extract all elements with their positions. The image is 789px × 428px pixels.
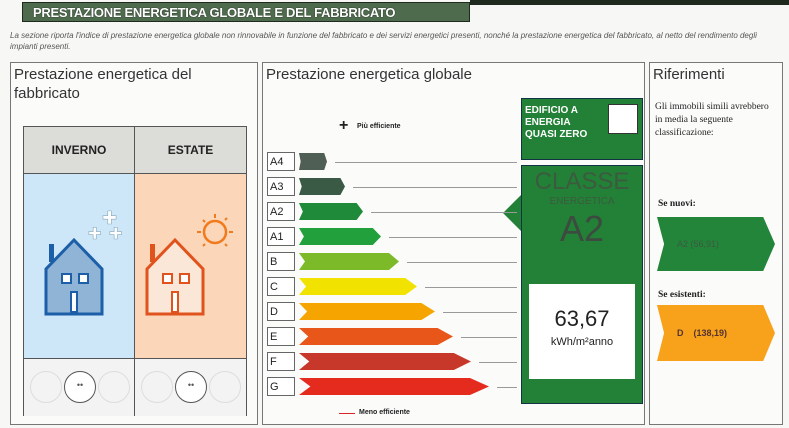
class-guide-line — [425, 287, 517, 288]
class-label-b: B — [267, 252, 295, 271]
class-bar-a1 — [299, 228, 381, 245]
index-unit: kWh/m²anno — [550, 336, 614, 348]
nzeb-checkbox — [608, 104, 638, 134]
season-table: INVERNO ESTATE ✚ ✚ ✚ — [23, 126, 247, 416]
fabbricato-panel: Prestazione energetica del fabbricato IN… — [10, 62, 258, 425]
class-guide-line — [443, 312, 517, 313]
neutral-face-icon: •• — [175, 371, 207, 403]
sad-face-icon — [98, 371, 130, 403]
header-rule — [470, 0, 789, 5]
inverno-header: INVERNO — [24, 127, 135, 174]
index-value: 63,67 — [554, 306, 610, 331]
inverno-cell: ✚ ✚ ✚ — [24, 174, 135, 358]
globale-title: Prestazione energetica globale — [266, 66, 472, 83]
nuovi-label: Se nuovi: — [658, 199, 696, 209]
class-value: A2 — [559, 208, 605, 249]
class-bar-f — [299, 353, 471, 370]
class-guide-line — [353, 187, 517, 188]
class-label-a3: A3 — [267, 177, 295, 196]
energy-class-box: CLASSE ENERGETICA A2 63,67 kWh/m²anno — [521, 165, 643, 404]
section-title: PRESTAZIONE ENERGETICA GLOBALE E DEL FAB… — [22, 2, 470, 22]
estate-header: ESTATE — [135, 127, 246, 174]
section-intro: La sezione riporta l'indice di prestazio… — [10, 31, 757, 51]
house-winter-icon: ✚ ✚ ✚ — [44, 208, 123, 316]
class-label: CLASSE — [534, 168, 630, 195]
esistenti-label: Se esistenti: — [658, 290, 706, 300]
class-pointer-arrow — [503, 195, 521, 231]
class-guide-line — [479, 362, 517, 363]
class-sub: ENERGETICA — [549, 196, 615, 207]
class-label-e: E — [267, 327, 295, 346]
riferimenti-text: Gli immobili simili avrebbero in media l… — [655, 102, 769, 138]
class-label-d: D — [267, 302, 295, 321]
class-bar-a2 — [299, 203, 363, 220]
inverno-rating: •• — [24, 358, 135, 416]
plus-icon: + — [339, 117, 349, 134]
class-label-f: F — [267, 352, 295, 371]
class-guide-line — [407, 262, 517, 263]
estate-rating: •• — [135, 358, 246, 416]
index-box: 63,67 kWh/m²anno — [529, 284, 635, 379]
sad-face-icon — [209, 371, 241, 403]
happy-face-icon — [30, 371, 62, 403]
class-bar-c — [299, 278, 417, 295]
neutral-face-icon: •• — [64, 371, 96, 403]
class-guide-line — [335, 162, 517, 163]
class-label-c: C — [267, 277, 295, 296]
nzeb-label: EDIFICIO A ENERGIA QUASI ZERO — [525, 105, 588, 140]
esistenti-class-badge: D (138,19) — [657, 305, 775, 361]
class-bar-a3 — [299, 178, 345, 195]
class-bar-e — [299, 328, 453, 345]
svg-text:✚: ✚ — [88, 226, 101, 243]
nzeb-box: EDIFICIO A ENERGIA QUASI ZERO — [521, 98, 643, 160]
class-guide-line — [371, 212, 517, 213]
globale-panel: Prestazione energetica globale + Più eff… — [262, 62, 645, 425]
more-efficient-label: Più efficiente — [357, 123, 401, 130]
class-bar-g — [299, 378, 489, 395]
class-label-a4: A4 — [267, 152, 295, 171]
class-label-a1: A1 — [267, 227, 295, 246]
class-bar-d — [299, 303, 435, 320]
nuovi-class-badge: A2 (56,91) — [657, 217, 775, 271]
svg-text:✚: ✚ — [109, 226, 122, 243]
fabbricato-title: Prestazione energetica del fabbricato — [14, 66, 192, 102]
class-bar-a4 — [299, 153, 327, 170]
class-label-a2: A2 — [267, 202, 295, 221]
class-label-g: G — [267, 377, 295, 396]
riferimenti-panel: Riferimenti Gli immobili simili avrebber… — [649, 62, 783, 425]
class-guide-line — [497, 387, 517, 388]
less-efficient-label: Meno efficiente — [359, 409, 410, 416]
happy-face-icon — [141, 371, 173, 403]
class-guide-line — [461, 337, 517, 338]
red-dash — [339, 413, 355, 414]
house-summer-icon — [145, 214, 233, 316]
riferimenti-title: Riferimenti — [653, 66, 725, 83]
class-guide-line — [389, 237, 517, 238]
class-bar-b — [299, 253, 399, 270]
svg-text:✚: ✚ — [102, 208, 117, 228]
estate-cell — [135, 174, 246, 358]
